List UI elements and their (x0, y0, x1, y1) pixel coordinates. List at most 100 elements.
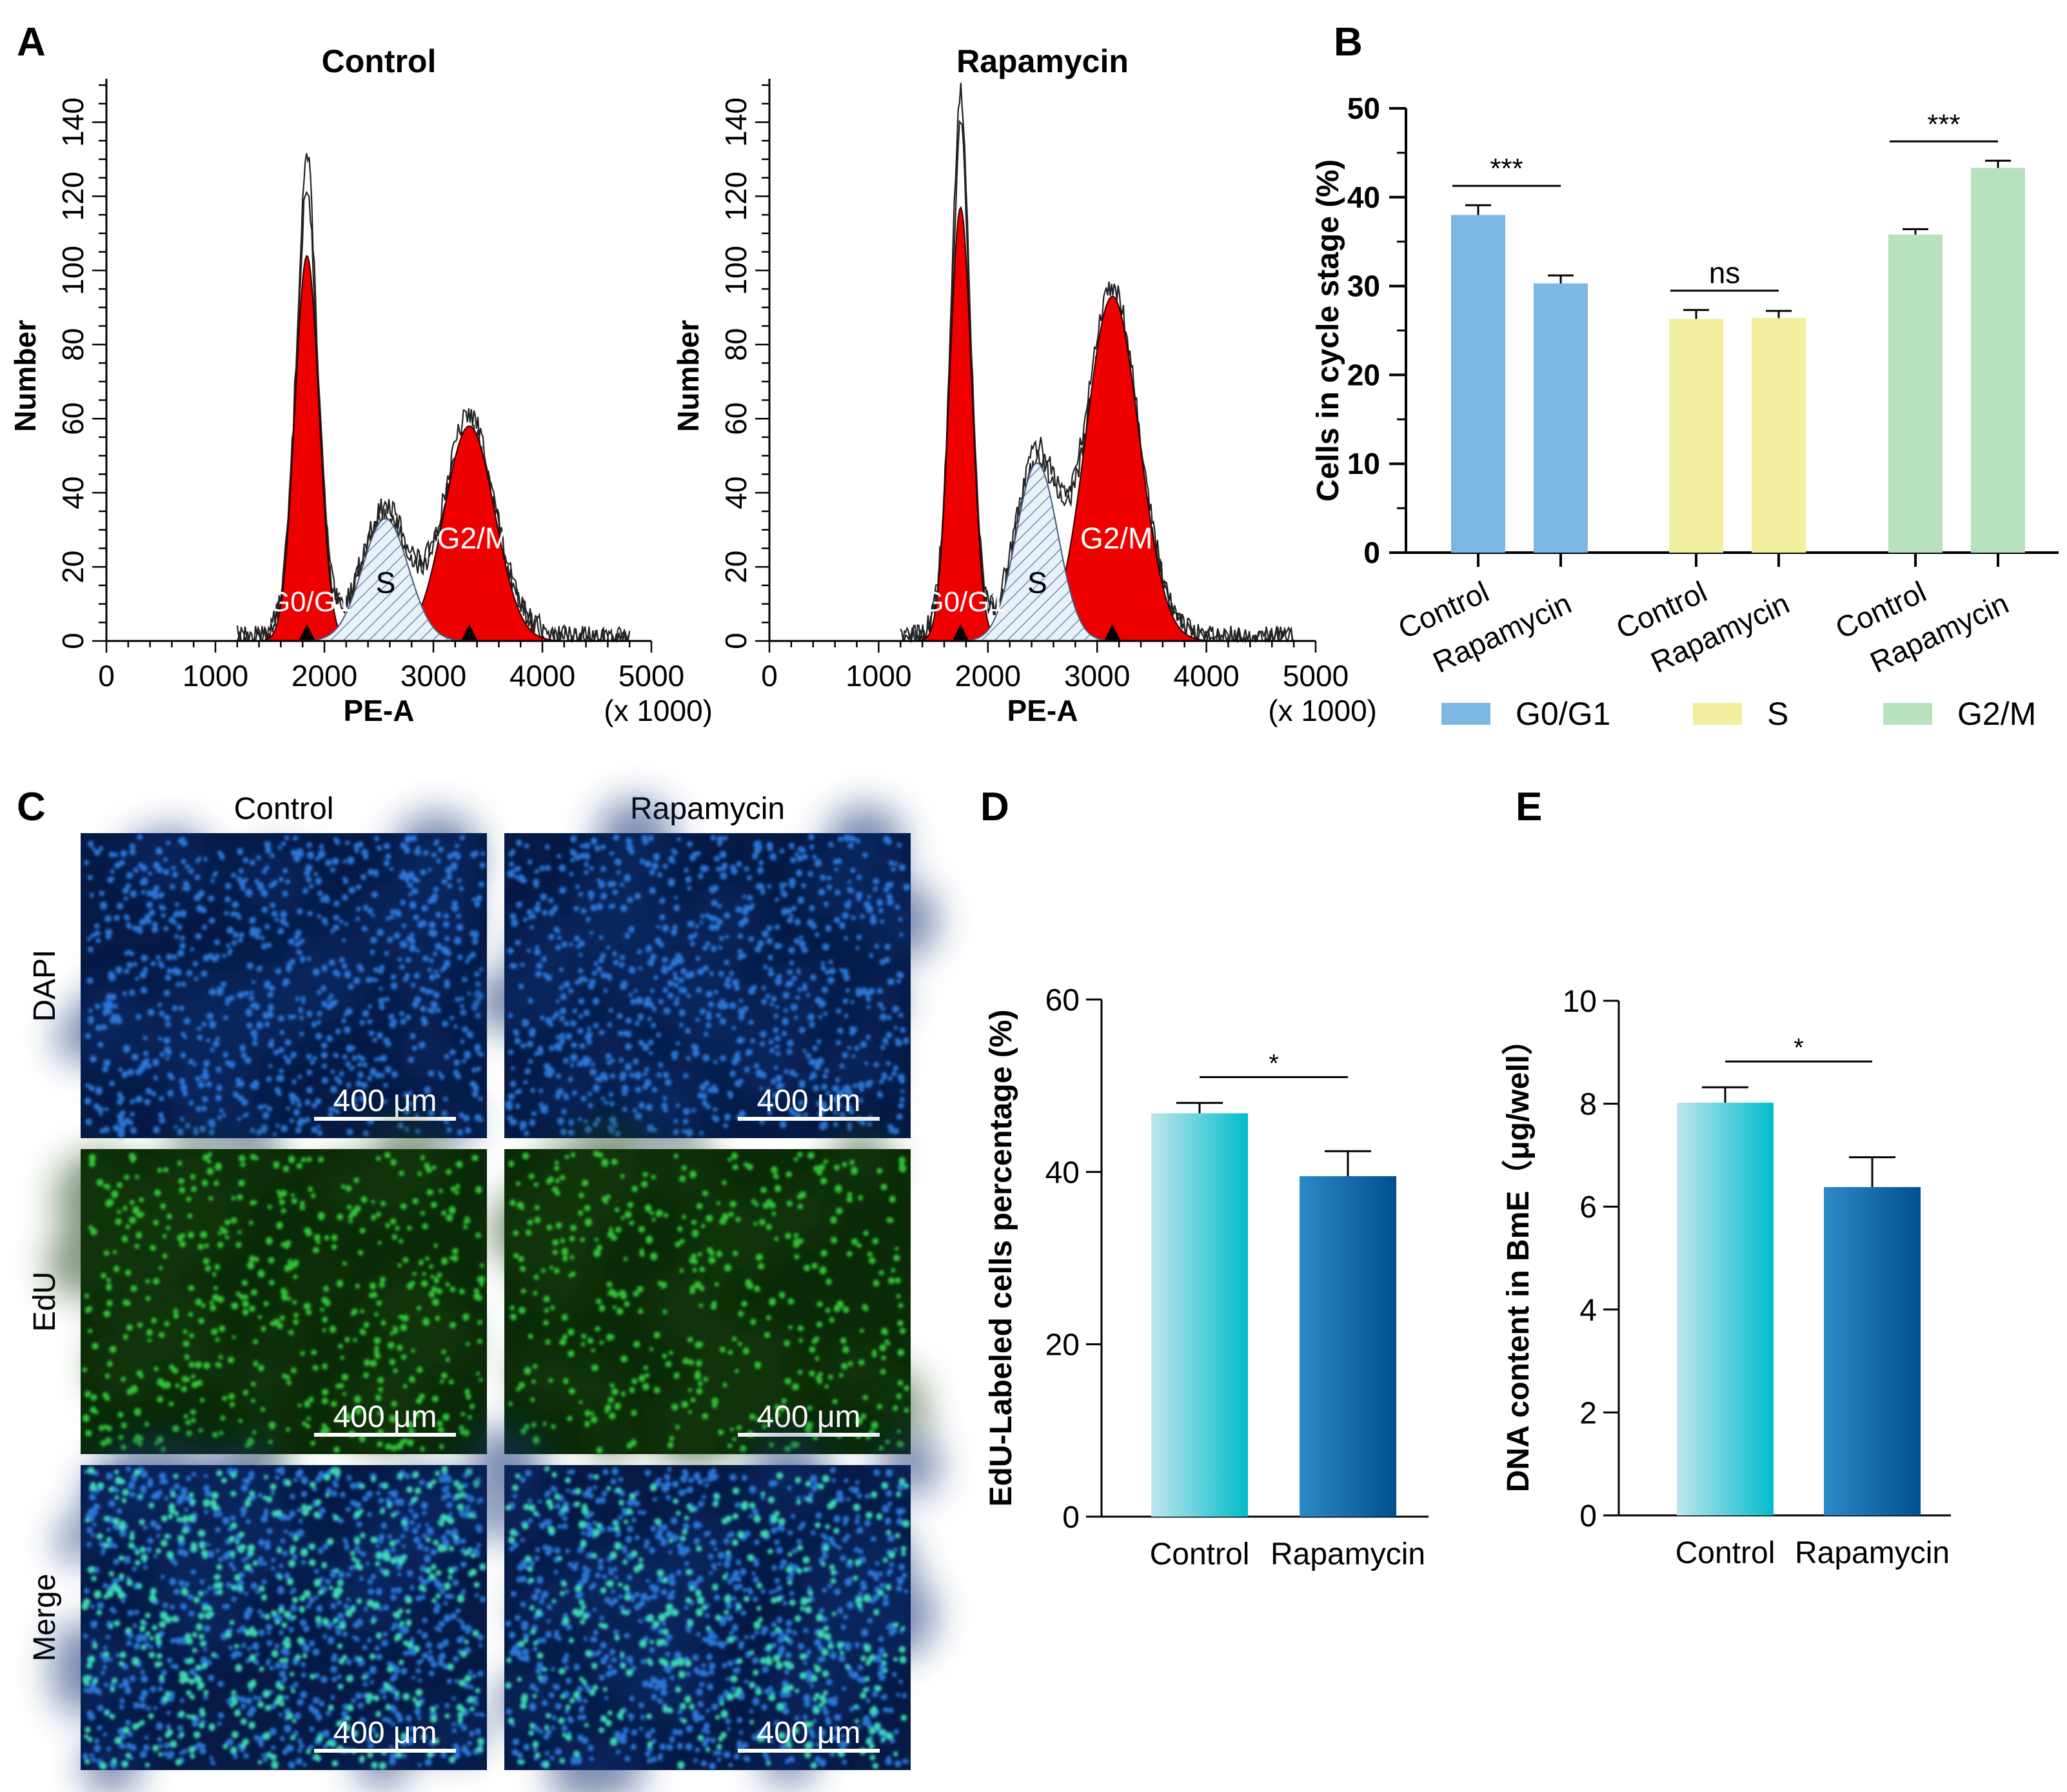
nuclei-dots (508, 1150, 910, 1454)
y-tick-label: 140 (56, 97, 90, 147)
texture-blob (690, 883, 763, 956)
micrograph-texture (47, 1123, 471, 1466)
texture-blob (234, 1354, 290, 1410)
micrograph-edu-control: 400 μm (47, 1123, 487, 1466)
significance-label: *** (1927, 108, 1960, 140)
legend-swatch (1693, 703, 1742, 725)
x-tick-label: 3000 (401, 659, 466, 693)
y-tick-label: 6 (1579, 1190, 1597, 1225)
texture-blob (466, 1426, 546, 1505)
scale-bar-label: 400 μm (333, 1084, 437, 1118)
s-label: S (1027, 566, 1047, 599)
texture-blob (832, 1130, 891, 1189)
g0g1-label: G0/G1 (922, 586, 1005, 618)
texture-blob (398, 1023, 456, 1081)
chart-title: Rapamycin (956, 43, 1129, 79)
texture-blob (292, 1252, 339, 1300)
scale-bar-label: 400 μm (333, 1716, 437, 1750)
texture-blob (569, 1360, 621, 1412)
x-tick-label: 5000 (618, 659, 684, 693)
texture-blob (732, 1027, 807, 1103)
texture-blob (266, 1528, 312, 1573)
bar-s-rapamycin (1752, 318, 1806, 553)
y-tick-label: 80 (719, 328, 753, 361)
texture-blob (394, 948, 453, 1007)
x-tick-label: 2000 (292, 659, 357, 693)
micrograph-merge-control: 400 μm (51, 1437, 497, 1792)
texture-blob (751, 1356, 793, 1398)
bar-rapamycin (1824, 1186, 1921, 1515)
y-tick-label: 30 (1347, 270, 1380, 303)
y-tick-label: 10 (1347, 447, 1380, 480)
nuclei-dots (82, 1152, 485, 1453)
x-tick-label: 4000 (1173, 659, 1239, 693)
panel-letter-c: C (17, 785, 46, 829)
texture-blob (881, 1371, 922, 1412)
g0g1-label: G0/G1 (268, 586, 352, 618)
bar-control (1151, 1113, 1248, 1517)
texture-blob (198, 1442, 280, 1524)
significance-label: *** (1490, 153, 1523, 184)
texture-blob (548, 1735, 616, 1792)
cell-nuclei (82, 1152, 485, 1453)
bar-s-control (1669, 319, 1723, 553)
y-tick-label: 60 (1045, 983, 1080, 1018)
x-tick-label: Control (1150, 1537, 1250, 1571)
y-tick-label: 40 (56, 477, 90, 509)
s-label: S (376, 566, 396, 599)
y-axis-label: Number (8, 320, 42, 432)
texture-blob (141, 827, 210, 896)
texture-blob (748, 1436, 831, 1519)
cell-nuclei (84, 834, 486, 1138)
bar-g2m-rapamycin (1971, 168, 2025, 553)
y-tick-label: 40 (719, 477, 753, 509)
legend-label: G2/M (1957, 696, 2036, 732)
texture-blob (516, 1581, 573, 1637)
texture-blob (826, 805, 905, 883)
texture-blob (136, 1437, 206, 1507)
y-tick-label: 80 (56, 328, 90, 361)
y-axis-label: Cells in cycle stage (%) (1311, 159, 1345, 502)
legend-label: G0/G1 (1516, 696, 1610, 732)
texture-blob (411, 887, 475, 951)
texture-blob (221, 1106, 273, 1157)
panel-letter-d: D (980, 785, 1009, 829)
bar-control (1677, 1103, 1774, 1515)
x-tick-label: Rapamycin (1271, 1537, 1425, 1571)
y-tick-label: 0 (719, 633, 753, 649)
y-axis-label: EdU-Labeled cells percentage (%) (984, 1010, 1018, 1507)
y-axis-label: DNA content in BmE（μg/well） (1501, 1024, 1536, 1492)
gate-marker-icon (299, 624, 315, 640)
g2m-label: G2/M (437, 521, 509, 555)
cell-nuclei (508, 1150, 910, 1454)
panel-letter-e: E (1516, 785, 1542, 829)
bar-g0g1-rapamycin (1534, 283, 1588, 553)
texture-blob (111, 1244, 158, 1290)
x-tick-label: 2000 (955, 659, 1021, 693)
texture-blob (584, 1637, 635, 1688)
x-tick-label: Control (1676, 1536, 1775, 1570)
texture-blob (602, 956, 658, 1012)
row-label: DAPI (28, 949, 62, 1021)
micrograph-dapi-control: 400 μm (55, 812, 487, 1157)
y-tick-label: 40 (1347, 181, 1380, 214)
scale-bar-label: 400 μm (333, 1400, 437, 1434)
x-tick-label: 5000 (1283, 659, 1349, 693)
y-tick-label: 2 (1579, 1396, 1597, 1430)
significance-label: * (1269, 1049, 1279, 1078)
y-tick-label: 20 (1347, 358, 1380, 391)
texture-blob (827, 1341, 884, 1398)
texture-blob (525, 1245, 594, 1314)
texture-blob (497, 1669, 560, 1732)
histogram-control-panel: 0 20 40 60 80 100 120 140 0 1000 2000 3000 4000 5000 C… (8, 43, 713, 727)
texture-blob (341, 1368, 422, 1450)
texture-blob (516, 1346, 576, 1406)
y-tick-label: 20 (719, 550, 753, 583)
x-tick-label: 1000 (183, 659, 248, 693)
texture-blob (856, 880, 938, 961)
cell-nuclei (505, 1466, 910, 1770)
micrograph-edu-rapamycin: 400 μm (490, 1122, 927, 1468)
x-tick-label: 1000 (846, 659, 911, 693)
